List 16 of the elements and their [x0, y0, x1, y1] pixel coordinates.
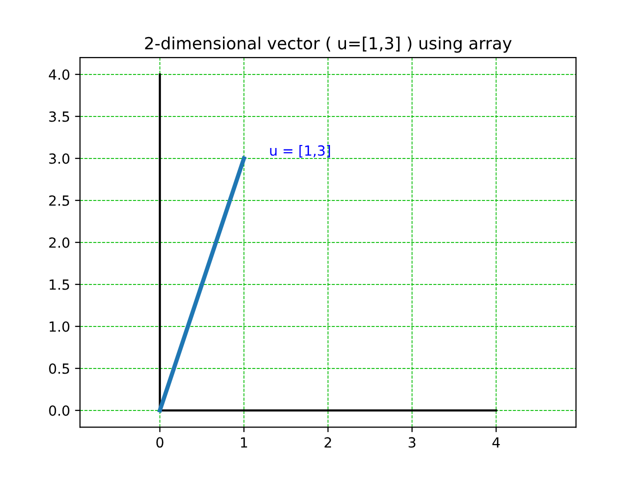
x-tick-label: 0 — [156, 437, 164, 448]
x-tick-label: 2 — [324, 437, 332, 448]
x-tick-label: 3 — [408, 437, 416, 448]
y-tick-label: 4.0 — [48, 69, 70, 80]
chart-title: 2-dimensional vector ( u=[1,3] ) using array — [145, 36, 512, 53]
y-tick-label: 3.5 — [49, 111, 70, 122]
annotation: u = [1,3] — [270, 145, 330, 158]
y-tick-label: 3.0 — [49, 153, 70, 164]
x-tick-label: 1 — [241, 437, 248, 448]
y-tick-label: 1.0 — [50, 321, 70, 332]
y-tick-label: 0.0 — [49, 405, 70, 416]
y-tick-label: 2.5 — [49, 195, 70, 206]
x-tick-label: 4 — [492, 437, 500, 448]
y-tick-label: 0.5 — [49, 363, 70, 374]
y-tick-label: 1.5 — [50, 280, 70, 290]
y-tick-label: 2.0 — [49, 237, 70, 248]
